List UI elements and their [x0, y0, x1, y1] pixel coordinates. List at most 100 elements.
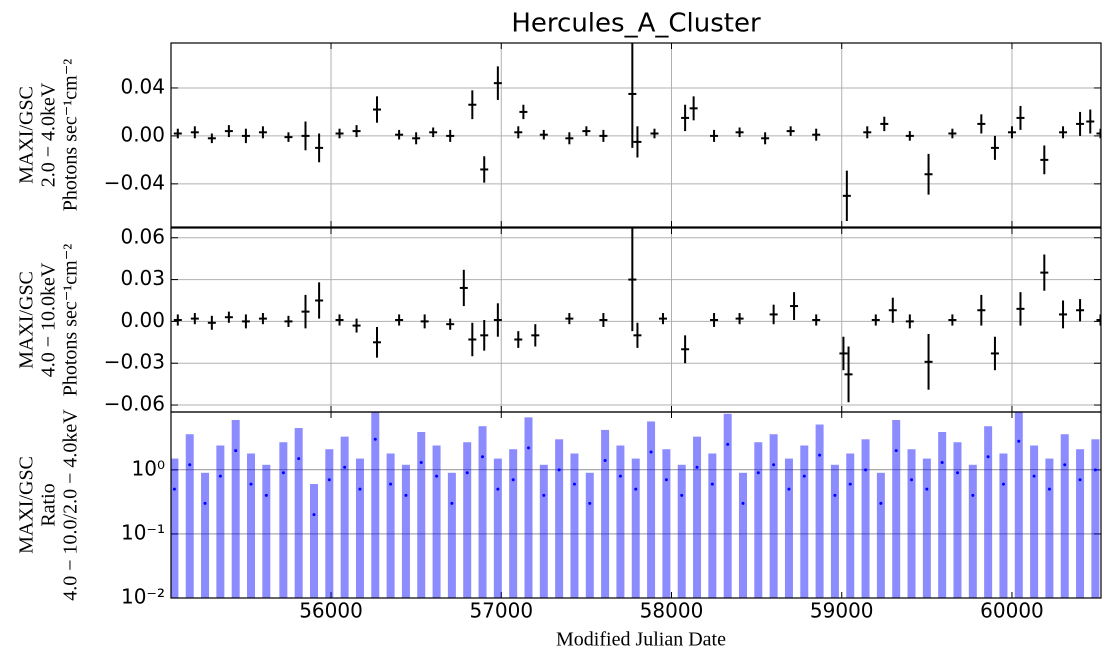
error-bar	[325, 449, 334, 598]
point	[695, 465, 699, 469]
y-tick-label: 0.04	[120, 74, 165, 98]
error-bar	[493, 303, 502, 337]
error-band	[555, 439, 564, 598]
error-bar	[876, 472, 885, 598]
error-band	[907, 449, 916, 598]
error-bar	[468, 322, 477, 357]
error-band	[1030, 445, 1039, 598]
error-bar	[922, 458, 931, 598]
error-bar	[815, 424, 824, 598]
error-bar	[446, 318, 455, 330]
point	[1078, 478, 1082, 482]
error-bar	[493, 66, 502, 100]
y-axis-label: Photons sec⁻¹cm⁻²	[60, 244, 82, 397]
point	[802, 474, 806, 478]
error-band	[677, 464, 686, 598]
error-band	[340, 436, 349, 598]
x-tick-label: 56000	[299, 599, 363, 623]
error-bar	[185, 434, 194, 598]
point	[572, 482, 576, 486]
error-bar	[224, 311, 233, 323]
point	[680, 493, 684, 497]
error-bar	[907, 449, 916, 598]
error-bar	[871, 314, 880, 326]
point	[894, 449, 898, 453]
error-bar	[386, 453, 395, 598]
error-bar	[633, 126, 642, 158]
error-bar	[812, 128, 821, 141]
point	[249, 482, 253, 486]
error-bar	[924, 333, 933, 390]
error-bar	[839, 336, 848, 371]
point	[172, 487, 176, 491]
error-band	[294, 428, 303, 598]
point	[312, 513, 316, 517]
y-axis-label: 4.0 − 10.0/2.0 − 4.0keV	[60, 409, 82, 601]
point	[297, 457, 301, 461]
error-band	[631, 458, 640, 598]
y-tick-label: 10⁻¹	[121, 520, 165, 544]
y-tick-label: 0.00	[120, 308, 165, 332]
error-bar	[412, 132, 421, 145]
point	[925, 487, 929, 491]
error-bar	[599, 313, 608, 327]
error-bar	[262, 464, 271, 598]
error-bar	[401, 464, 410, 598]
error-bar	[565, 313, 574, 325]
error-bar	[447, 472, 456, 598]
error-bar	[509, 449, 518, 598]
point	[404, 493, 408, 497]
error-bar	[892, 420, 901, 598]
error-bar	[216, 445, 225, 598]
point	[618, 474, 622, 478]
error-bar	[279, 442, 288, 598]
point	[986, 455, 990, 459]
error-band	[279, 442, 288, 598]
error-band	[784, 458, 793, 598]
error-bar	[294, 428, 303, 598]
error-band	[800, 445, 809, 598]
point	[818, 453, 822, 457]
point	[481, 455, 485, 459]
error-bar	[524, 417, 533, 598]
error-bar	[1059, 300, 1068, 329]
series	[173, 43, 1101, 222]
error-band	[1091, 439, 1100, 598]
error-bar	[681, 104, 690, 132]
error-band	[171, 458, 179, 598]
error-bar	[631, 458, 640, 598]
error-band	[861, 439, 870, 598]
error-band	[708, 453, 717, 598]
x-tick-label: 58000	[640, 599, 704, 623]
y-axis-label: Ratio	[38, 483, 60, 526]
error-band	[1014, 412, 1023, 598]
error-bar	[478, 426, 487, 598]
point	[557, 468, 561, 472]
error-band	[616, 445, 625, 598]
error-band	[1076, 449, 1085, 598]
point	[327, 478, 331, 482]
error-band	[984, 426, 993, 598]
axes-frame	[170, 411, 1102, 599]
error-bar	[224, 125, 233, 138]
error-bar	[1059, 126, 1068, 139]
error-bar	[861, 439, 870, 598]
error-bar	[1076, 111, 1085, 136]
error-band	[647, 421, 656, 598]
error-bar	[1076, 299, 1085, 322]
error-band	[892, 420, 901, 598]
error-band	[216, 445, 225, 598]
point	[496, 487, 500, 491]
error-bar	[463, 442, 472, 598]
point	[603, 458, 607, 462]
error-bar	[420, 314, 429, 329]
error-bar	[468, 90, 477, 120]
point	[1093, 468, 1097, 472]
point	[787, 487, 791, 491]
error-band	[754, 442, 763, 598]
error-bar	[171, 458, 179, 598]
point	[542, 493, 546, 497]
error-band	[401, 464, 410, 598]
panel: −0.06 −0.03 0.00 0.03 0.06 MAXI/GSC 4.0 − 10.0…	[16, 224, 1102, 416]
error-bar	[1091, 439, 1100, 598]
